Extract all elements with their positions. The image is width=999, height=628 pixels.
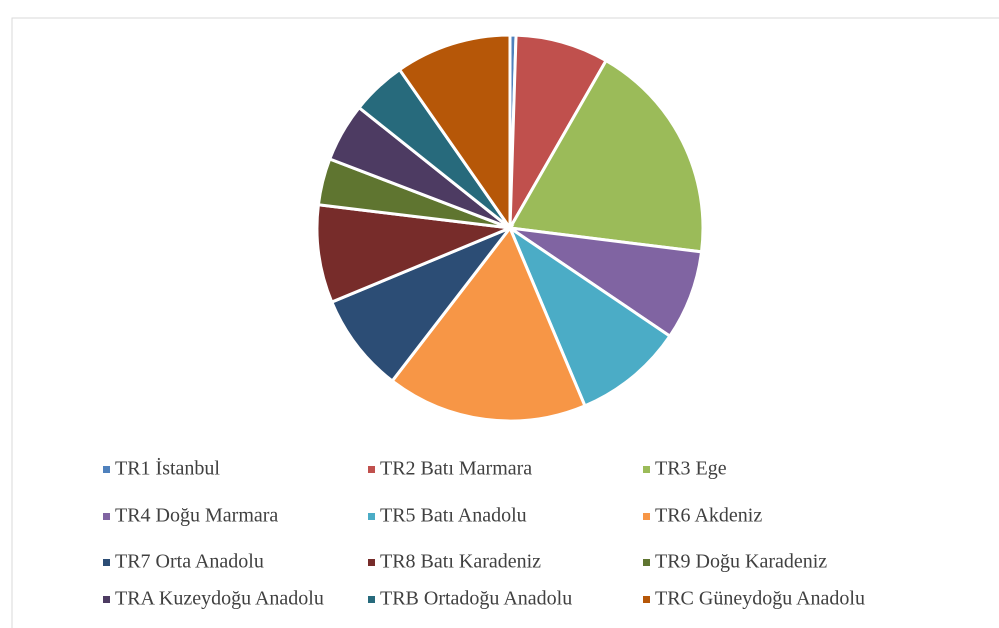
pie-slice [507,58,705,254]
legend-label: TR6 Akdeniz [655,505,762,527]
legend-swatch [643,513,650,520]
pie-slice [315,203,516,305]
legend-label: TR8 Batı Karadeniz [380,551,541,573]
legend-swatch [103,513,110,520]
legend-label: TR2 Batı Marmara [380,458,532,480]
legend-label: TR4 Doğu Marmara [115,505,278,527]
legend-label: TR1 İstanbul [115,457,220,480]
legend-swatch [643,559,650,566]
pie-slice [397,33,512,233]
legend-swatch [368,559,375,566]
legend-label: TRA Kuzeydoğu Anadolu [115,588,324,610]
legend-swatch [368,513,375,520]
legend-swatch [103,596,110,603]
legend-swatch [643,596,650,603]
pie-slice [329,224,515,384]
legend-swatch [368,466,375,473]
legend-label: TRB Ortadoğu Anadolu [380,588,572,610]
legend-label: TR9 Doğu Karadeniz [655,551,827,573]
pie-slice [506,223,672,408]
legend-label: TRC Güneydoğu Anadolu [655,588,865,610]
legend-swatch [103,559,110,566]
chart-frame [11,17,999,628]
pie-slice [508,33,609,229]
legend-swatch [103,466,110,473]
pie-slice [390,225,587,423]
legend-label: TR3 Ege [655,458,727,480]
legend-label: TR5 Batı Anadolu [380,505,527,527]
legend-swatch [643,466,650,473]
legend-label: TR7 Orta Anadolu [115,551,264,573]
legend-swatch [368,596,375,603]
